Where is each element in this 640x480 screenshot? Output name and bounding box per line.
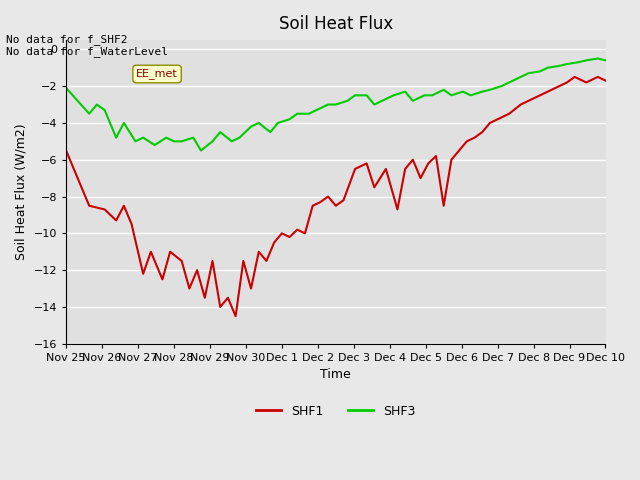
SHF3 (594, 56, 602, 61)
SHF3 (85, 111, 93, 117)
SHF1 (571, 74, 579, 80)
SHF3 (197, 148, 205, 154)
X-axis label: Time: Time (321, 368, 351, 381)
SHF1 (120, 203, 128, 209)
SHF3 (93, 102, 100, 108)
SHF1 (216, 304, 224, 310)
SHF3 (440, 87, 447, 93)
SHF3 (62, 85, 70, 91)
SHF1 (186, 286, 193, 291)
SHF3 (305, 111, 313, 117)
Title: Soil Heat Flux: Soil Heat Flux (278, 15, 393, 33)
Line: SHF1: SHF1 (66, 77, 605, 316)
SHF1 (232, 313, 239, 319)
SHF1 (536, 93, 544, 98)
SHF1 (401, 166, 409, 172)
SHF3 (602, 58, 609, 63)
Text: No data for f_SHF2
No data for f_WaterLevel: No data for f_SHF2 No data for f_WaterLe… (6, 34, 168, 57)
SHF1 (332, 203, 340, 209)
Text: EE_met: EE_met (136, 69, 178, 80)
SHF1 (62, 148, 70, 154)
SHF3 (216, 129, 224, 135)
SHF1 (602, 78, 609, 84)
Line: SHF3: SHF3 (66, 59, 605, 151)
SHF3 (447, 93, 455, 98)
Legend: SHF1, SHF3: SHF1, SHF3 (251, 399, 420, 422)
Y-axis label: Soil Heat Flux (W/m2): Soil Heat Flux (W/m2) (15, 124, 28, 260)
